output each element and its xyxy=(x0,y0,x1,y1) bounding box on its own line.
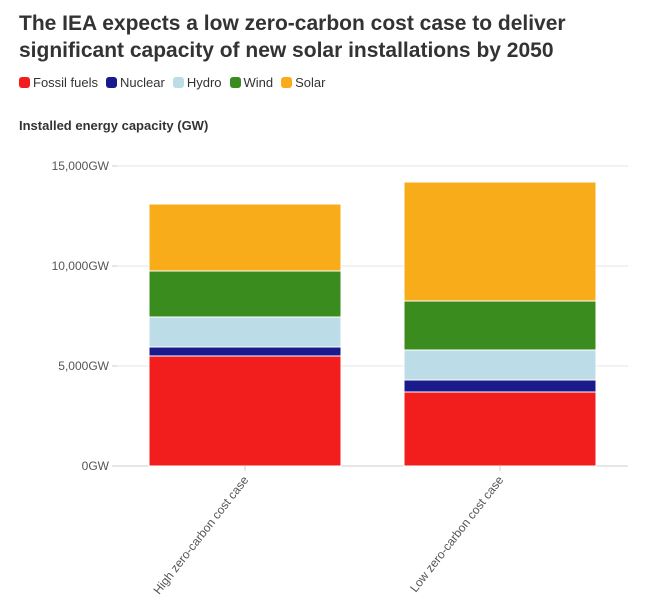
x-category-label: High zero-carbon cost case xyxy=(150,473,251,597)
legend-label-fossil-fuels: Fossil fuels xyxy=(33,75,99,90)
bar-segment-hydro[interactable] xyxy=(148,316,342,348)
legend-swatch-fossil-fuels xyxy=(19,77,30,88)
y-tick-label: 5,000GW xyxy=(58,359,109,373)
legend-swatch-solar xyxy=(281,77,293,88)
chart-title: The IEA expects a low zero-carbon cost c… xyxy=(19,12,566,62)
bar-segment-fossil-fuels[interactable] xyxy=(148,355,342,467)
legend-swatch-nuclear xyxy=(106,77,118,88)
legend-label-solar: Solar xyxy=(295,75,326,90)
bar-segment-wind[interactable] xyxy=(403,300,597,351)
x-category-label: Low zero-carbon cost case xyxy=(407,473,507,595)
bar-segment-fossil-fuels[interactable] xyxy=(403,391,597,467)
bar-segment-solar[interactable] xyxy=(148,203,342,272)
bar-segment-nuclear[interactable] xyxy=(148,346,342,357)
legend-item-hydro[interactable]: Hydro xyxy=(172,75,222,90)
legend-label-wind: Wind xyxy=(243,75,274,90)
legend-label-nuclear: Nuclear xyxy=(120,75,165,90)
legend: Fossil fuels Nuclear Hydro Wind Solar xyxy=(19,75,326,90)
legend-item-nuclear[interactable]: Nuclear xyxy=(106,75,165,90)
bar-segment-wind[interactable] xyxy=(148,270,342,318)
y-axis-title: Installed energy capacity (GW) xyxy=(19,118,209,133)
bar-segment-solar[interactable] xyxy=(403,181,597,302)
y-tick-label: 10,000GW xyxy=(52,259,110,273)
legend-label-hydro: Hydro xyxy=(186,75,222,90)
legend-item-solar[interactable]: Solar xyxy=(281,75,326,90)
legend-swatch-hydro xyxy=(172,77,184,88)
bar-segment-hydro[interactable] xyxy=(403,349,597,381)
y-tick-label: 0GW xyxy=(82,459,110,473)
bar-segment-nuclear[interactable] xyxy=(403,379,597,393)
y-tick-label: 15,000GW xyxy=(52,159,110,173)
legend-item-wind[interactable]: Wind xyxy=(229,75,274,90)
legend-item-fossil-fuels[interactable]: Fossil fuels xyxy=(19,75,98,90)
legend-swatch-wind xyxy=(229,77,241,88)
